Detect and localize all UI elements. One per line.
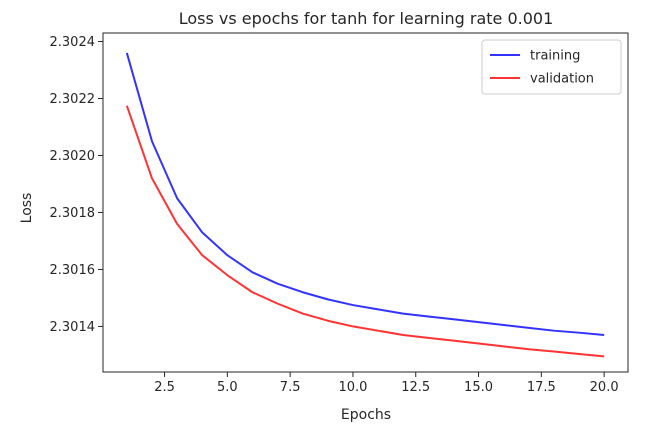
x-tick-label: 2.5: [154, 380, 175, 395]
x-tick-label: 20.0: [590, 380, 619, 395]
y-tick-label: 2.3024: [50, 35, 96, 50]
legend-label-validation: validation: [530, 72, 594, 87]
chart-title: Loss vs epochs for tanh for learning rat…: [179, 9, 554, 28]
x-axis: 2.5 5.0 7.5 10.0 12.5 15.0 17.5 20.0: [154, 372, 619, 395]
x-tick-label: 12.5: [401, 380, 430, 395]
series-line-validation: [125, 105, 605, 358]
y-tick-label: 2.3014: [50, 320, 96, 335]
y-tick-label: 2.3018: [50, 206, 96, 221]
x-tick-label: 10.0: [338, 380, 367, 395]
x-axis-title: Epochs: [341, 407, 391, 423]
y-axis-title: Loss: [19, 193, 35, 224]
y-tick-label: 2.3016: [50, 263, 96, 278]
legend: training validation: [481, 39, 622, 95]
legend-box: [481, 39, 622, 95]
y-axis: 2.3014 2.3016 2.3018 2.3020 2.3022 2.3024: [50, 35, 103, 335]
series-line-training: [125, 52, 605, 336]
x-tick-label: 7.5: [280, 380, 301, 395]
x-tick-label: 17.5: [527, 380, 556, 395]
y-tick-label: 2.3022: [50, 92, 96, 107]
series-layer: [125, 52, 605, 358]
x-tick-label: 15.0: [464, 380, 493, 395]
y-tick-label: 2.3020: [50, 149, 96, 164]
legend-label-training: training: [530, 49, 580, 64]
x-tick-label: 5.0: [217, 380, 238, 395]
